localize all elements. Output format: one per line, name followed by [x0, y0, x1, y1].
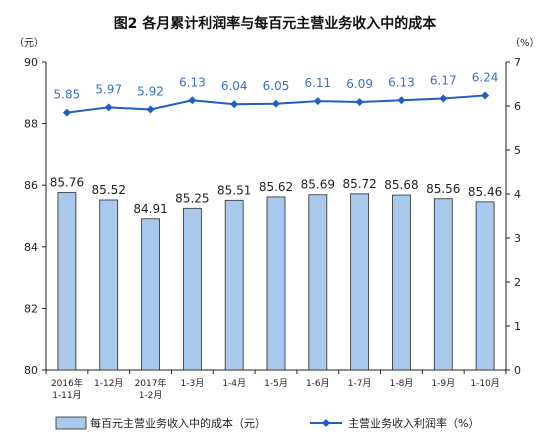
line-value-label: 5.97 [95, 82, 122, 96]
line-point [230, 100, 239, 109]
bar [141, 218, 160, 371]
bar-value-label: 85.56 [426, 182, 460, 196]
bar [308, 194, 328, 371]
bar-value-label: 85.51 [217, 183, 251, 197]
left-tick-label: 80 [24, 364, 38, 377]
right-tick-label: 5 [514, 144, 521, 157]
line-value-label: 6.05 [263, 79, 290, 93]
line-point [188, 96, 197, 105]
bar-value-label: 85.52 [92, 183, 126, 197]
line-point [355, 98, 364, 107]
bar-value-label: 85.25 [175, 191, 209, 205]
line-point [272, 99, 280, 108]
x-tick-label: 1-10月 [470, 378, 499, 389]
bar [392, 194, 411, 371]
legend-line-label: 主营业务收入利润率（%） [348, 416, 479, 430]
x-tick-label: 1-5月 [264, 378, 288, 389]
line-point [439, 94, 448, 103]
legend-bar-label: 每百元主营业务收入中的成本（元） [90, 416, 266, 430]
bar-value-label: 85.72 [342, 177, 376, 191]
legend: 每百元主营业务收入中的成本（元） 主营业务收入利润率（%） [55, 416, 479, 430]
bar [99, 199, 119, 371]
x-tick-label: 2017年 1-2月 [135, 377, 167, 401]
line-point [104, 103, 113, 112]
line-value-label: 5.85 [54, 88, 81, 102]
chart-title: 图2 各月累计利润率与每百元主营业务收入中的成本 [114, 15, 438, 32]
line-point [313, 97, 322, 106]
bar-value-label: 85.46 [468, 185, 502, 199]
line-value-label: 6.24 [472, 70, 499, 84]
plot-layer: 80 82 84 86 88 90 0 1 2 3 4 5 6 7 2016年 1-11月 1-12月 2017年… [24, 56, 521, 401]
right-axis-unit: （%） [510, 37, 540, 49]
bar [433, 198, 453, 371]
line-value-label: 6.17 [430, 74, 457, 88]
x-tick-label: 1-12月 [94, 378, 123, 389]
left-tick-label: 88 [24, 118, 38, 131]
x-tick-label: 1-4月 [222, 378, 246, 389]
bar-value-label: 85.76 [50, 176, 84, 190]
line-value-label: 5.92 [137, 85, 164, 99]
line-value-label: 6.11 [304, 76, 331, 90]
left-tick-label: 84 [24, 241, 38, 254]
x-tick-label: 1-9月 [431, 378, 455, 389]
bar-value-label: 85.62 [259, 180, 293, 194]
right-tick-label: 3 [514, 232, 521, 245]
line-point [62, 108, 71, 117]
bar [475, 201, 495, 371]
x-tick-label: 1-6月 [306, 378, 330, 389]
bar-value-label: 84.91 [133, 202, 167, 216]
bar [182, 207, 202, 371]
right-tick-label: 0 [514, 364, 521, 377]
line-point [397, 96, 406, 105]
right-tick-label: 1 [514, 320, 521, 333]
line-value-label: 6.13 [388, 75, 415, 89]
right-tick-label: 7 [514, 56, 521, 69]
left-tick-label: 90 [24, 56, 38, 69]
line-value-label: 6.13 [179, 75, 206, 89]
line-point [481, 91, 490, 100]
left-axis-unit: （元） [14, 37, 44, 49]
x-tick-label: 1-7月 [348, 378, 372, 389]
line-value-label: 6.04 [221, 79, 248, 93]
x-tick-label: 1-8月 [390, 378, 414, 389]
left-tick-label: 86 [24, 179, 38, 192]
left-tick-label: 82 [24, 302, 38, 315]
right-tick-label: 6 [514, 100, 521, 113]
line-value-label: 6.09 [346, 77, 373, 91]
bar-value-label: 85.69 [301, 178, 335, 192]
right-tick-label: 4 [514, 188, 521, 201]
bar [224, 199, 244, 371]
bar-value-label: 85.68 [384, 178, 418, 192]
bar [266, 196, 286, 371]
x-tick-label: 1-3月 [181, 378, 205, 389]
line-point [146, 105, 155, 114]
legend-bar-swatch [55, 416, 87, 430]
bar [350, 193, 370, 371]
legend-line-marker [322, 419, 330, 427]
right-tick-label: 2 [514, 276, 521, 289]
x-tick-label: 2016年 1-11月 [51, 377, 83, 401]
bar [57, 192, 77, 371]
